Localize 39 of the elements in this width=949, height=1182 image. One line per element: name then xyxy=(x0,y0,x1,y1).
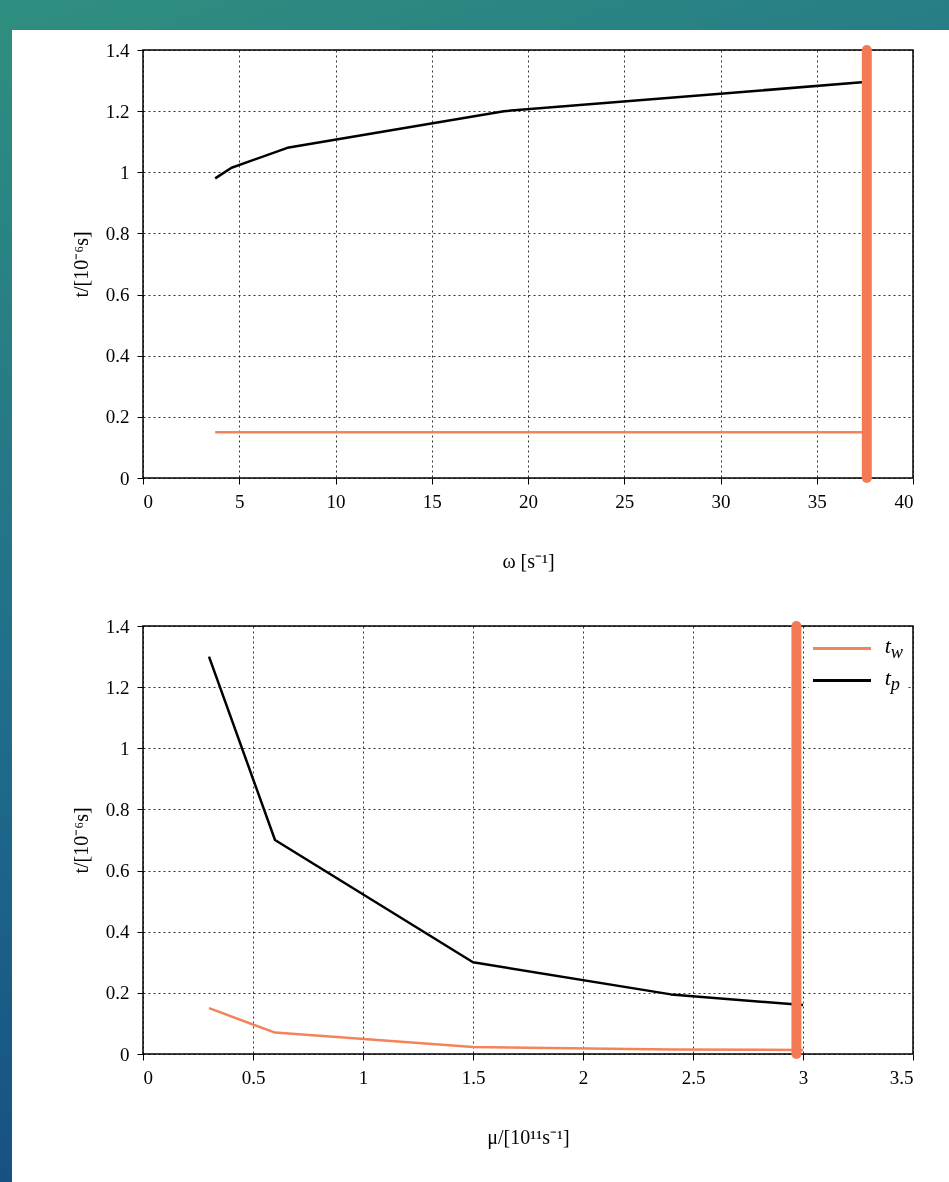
x-tick-label: 1 xyxy=(358,1066,369,1088)
y-tick-label: 0.6 xyxy=(105,284,130,306)
x-tick-label: 35 xyxy=(807,490,827,512)
x-tick-label: 20 xyxy=(519,490,538,512)
y-tick-label: 1.4 xyxy=(105,615,130,637)
x-tick-label: 10 xyxy=(326,490,346,512)
y-tick-label: 0 xyxy=(120,467,130,489)
x-tick-label: 30 xyxy=(711,490,731,512)
y-tick-label: 0.8 xyxy=(105,222,130,244)
legend-label: t$_{p}$ xyxy=(884,664,900,696)
y-tick-label: 0.8 xyxy=(105,798,130,820)
y-tick-label: 0.2 xyxy=(105,982,130,1004)
x-tick-label: 15 xyxy=(422,490,442,512)
x-tick-label: 25 xyxy=(615,490,635,512)
x-tick-label: 40 xyxy=(894,490,914,512)
x-tick-label: 3.5 xyxy=(889,1066,914,1088)
y-tick-label: 0.6 xyxy=(105,860,130,882)
x-tick-label: 0 xyxy=(143,1066,153,1088)
y-tick-label: 1 xyxy=(120,737,130,759)
x-tick-label: 5 xyxy=(235,490,245,512)
y-axis-title: t/[10⁻⁶s] xyxy=(69,231,92,298)
x-tick-label: 2.5 xyxy=(681,1066,706,1088)
x-tick-label: 0 xyxy=(143,490,153,512)
x-axis-title: ω [s⁻¹] xyxy=(502,549,555,572)
y-tick-label: 0.4 xyxy=(105,345,130,367)
y-tick-label: 0.2 xyxy=(105,406,130,428)
y-tick-label: 1.2 xyxy=(105,100,130,122)
x-tick-label: 3 xyxy=(798,1066,809,1088)
y-tick-label: 1.2 xyxy=(105,676,130,698)
x-tick-label: 0.5 xyxy=(241,1066,266,1088)
x-tick-label: 2 xyxy=(578,1066,589,1088)
y-tick-label: 0 xyxy=(120,1043,130,1065)
y-axis-title: t/[10⁻⁶s] xyxy=(69,807,92,874)
legend-label: t$_{w}$ xyxy=(884,632,903,664)
x-tick-label: 1.5 xyxy=(461,1066,486,1088)
y-tick-label: 1.4 xyxy=(105,39,130,61)
x-axis-title: μ/[10¹¹s⁻¹] xyxy=(487,1125,570,1149)
y-tick-label: 0.4 xyxy=(105,921,130,943)
y-tick-label: 1 xyxy=(120,161,130,183)
